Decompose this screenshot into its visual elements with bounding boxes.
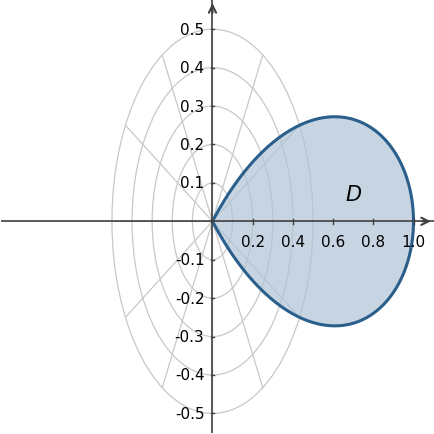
Text: 0.2: 0.2 bbox=[180, 138, 204, 153]
Text: 0.8: 0.8 bbox=[360, 234, 385, 249]
Text: 0.4: 0.4 bbox=[280, 234, 304, 249]
Text: -0.2: -0.2 bbox=[174, 291, 204, 306]
Text: D: D bbox=[344, 185, 360, 205]
Text: 1.0: 1.0 bbox=[401, 234, 424, 249]
Text: -0.5: -0.5 bbox=[174, 406, 204, 421]
Text: -0.1: -0.1 bbox=[174, 253, 204, 268]
Text: -0.4: -0.4 bbox=[174, 368, 204, 383]
Text: 0.5: 0.5 bbox=[180, 23, 204, 38]
Text: 0.4: 0.4 bbox=[180, 61, 204, 76]
Text: 0.1: 0.1 bbox=[180, 176, 204, 191]
Text: 0.3: 0.3 bbox=[180, 99, 204, 114]
Polygon shape bbox=[212, 118, 413, 326]
Text: 0.2: 0.2 bbox=[240, 234, 264, 249]
Text: -0.3: -0.3 bbox=[174, 329, 204, 344]
Text: 0.6: 0.6 bbox=[320, 234, 345, 249]
